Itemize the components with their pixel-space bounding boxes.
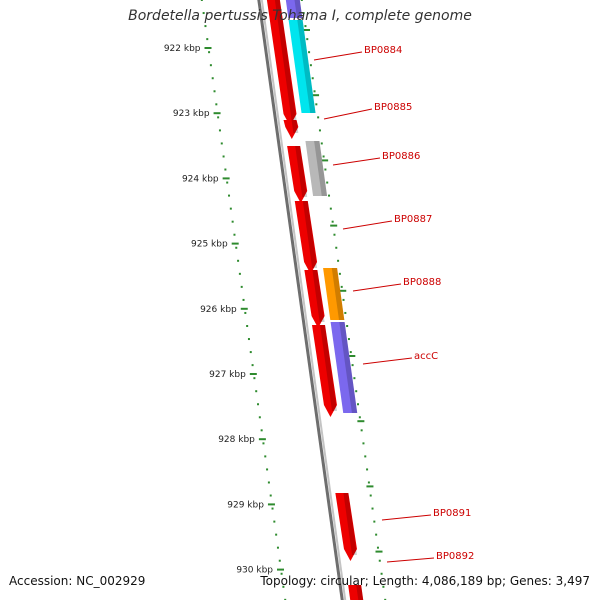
gene-feature-shade bbox=[274, 0, 297, 120]
gene-feature-shade bbox=[331, 268, 345, 320]
gene-feature-grey bbox=[305, 141, 328, 196]
gene-feature-purple bbox=[285, 0, 303, 18]
gene-leader-line bbox=[362, 357, 413, 365]
gene-leader-line bbox=[352, 283, 402, 292]
gene-feature-red bbox=[304, 270, 325, 328]
gene-label: BP0886 bbox=[382, 151, 420, 162]
gene-label: BP0888 bbox=[403, 277, 441, 288]
scale-ruler: 922 kbp 923 kbp 924 kbp 925 kbp 926 kbp 927 k… bbox=[164, 0, 287, 600]
scale-tick-label: 925 kbp bbox=[191, 240, 228, 250]
scale-tick-label: 930 kbp bbox=[236, 566, 273, 576]
scale-tick-label: 927 kbp bbox=[209, 370, 246, 380]
gene-feature-shade bbox=[294, 0, 303, 18]
scale-tick-label: 922 kbp bbox=[164, 44, 201, 54]
backbone-light bbox=[260, 0, 347, 600]
gene-leader-line bbox=[381, 514, 432, 521]
map-title: Bordetella pertussis Tohama I, complete … bbox=[128, 8, 472, 24]
gene-features bbox=[266, 0, 364, 600]
gene-feature-red bbox=[283, 120, 299, 139]
gene-label: BP0885 bbox=[374, 102, 412, 113]
gene-leader-line bbox=[386, 557, 435, 563]
gene-labels: BP0884 BP0885 BP0886 BP0887 BP0888 accC BP0891… bbox=[313, 45, 474, 563]
gene-feature-shade bbox=[312, 270, 325, 322]
gene-label: BP0892 bbox=[436, 551, 474, 562]
gene-label: accC bbox=[414, 351, 438, 362]
accession-text: Accession: NC_002929 bbox=[9, 574, 146, 588]
gene-feature-shade bbox=[314, 141, 328, 196]
scale-tick-label: 923 kbp bbox=[173, 109, 210, 119]
gene-leader-line bbox=[332, 157, 381, 166]
gene-feature-shade bbox=[320, 325, 337, 411]
gene-feature-red bbox=[335, 493, 357, 561]
gene-leader-line bbox=[342, 220, 393, 230]
gene-leader-line bbox=[313, 51, 363, 61]
gene-feature-red bbox=[312, 325, 337, 417]
gene-leader-line bbox=[323, 108, 373, 120]
backbone-dark bbox=[257, 0, 344, 600]
gene-feature-red bbox=[287, 146, 308, 203]
gene-feature-red bbox=[266, 0, 297, 126]
gene-feature-shade bbox=[343, 493, 357, 555]
gene-feature-shade bbox=[291, 120, 299, 133]
scale-tick-label: 928 kbp bbox=[218, 435, 255, 445]
gene-feature-shade bbox=[295, 146, 308, 197]
gene-feature-purple bbox=[330, 322, 358, 413]
gene-feature-shade bbox=[297, 20, 316, 113]
gene-label: BP0884 bbox=[364, 45, 402, 56]
scale-tick-label: 924 kbp bbox=[182, 174, 219, 184]
genome-summary: Topology: circular; Length: 4,086,189 bp… bbox=[260, 574, 590, 588]
gene-feature-cyan bbox=[288, 20, 316, 113]
gene-feature-orange bbox=[323, 268, 345, 320]
gene-label: BP0887 bbox=[394, 214, 432, 225]
gene-feature-red bbox=[348, 585, 364, 600]
backbone-line bbox=[257, 0, 347, 600]
gene-feature-shade bbox=[339, 322, 358, 413]
gene-label: BP0891 bbox=[433, 508, 471, 519]
gene-feature-shade bbox=[302, 201, 318, 268]
scale-tick-label: 929 kbp bbox=[227, 500, 264, 510]
scale-tick-label: 926 kbp bbox=[200, 305, 237, 315]
gene-feature-red bbox=[294, 201, 318, 274]
gene-feature-shade bbox=[356, 585, 364, 600]
outer-tick-marks bbox=[300, 0, 387, 600]
